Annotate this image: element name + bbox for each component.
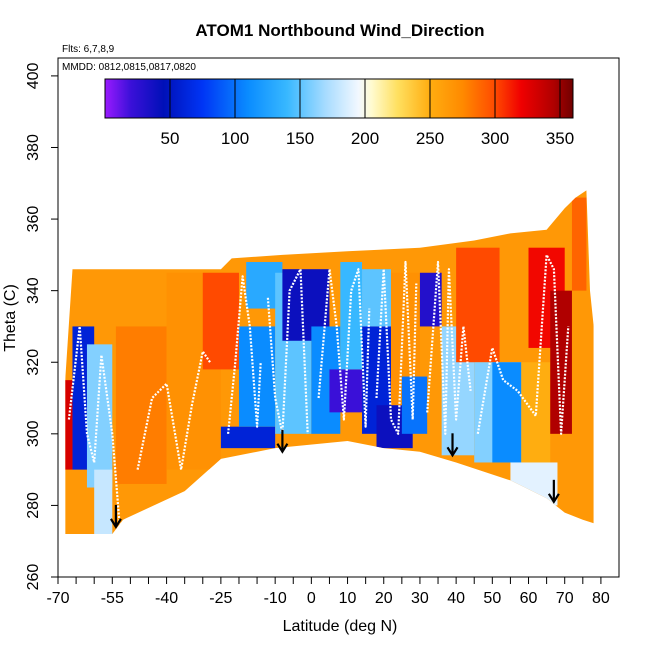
y-tick-label: 380	[25, 134, 42, 161]
x-tick-label: 0	[307, 590, 316, 607]
colorbar-tick-label: 250	[416, 129, 444, 148]
y-tick-label: 280	[25, 492, 42, 519]
x-tick-label: 80	[592, 590, 610, 607]
arrow-head	[446, 446, 459, 458]
flights-annotation: Flts: 6,7,8,9	[62, 44, 115, 55]
field-region	[362, 269, 391, 327]
arrow-head	[547, 493, 560, 504]
x-tick-label: 60	[520, 590, 538, 607]
colorbar-tick-label: 300	[481, 129, 509, 148]
chart-title: ATOM1 Northbound Wind_Direction	[195, 21, 484, 40]
field-region	[550, 290, 572, 434]
flight-trace	[426, 260, 472, 435]
y-tick-label: 360	[25, 206, 42, 233]
field-region	[492, 362, 522, 463]
x-tick-label: -40	[155, 590, 178, 607]
y-axis-label: Theta (C)	[2, 284, 19, 352]
colorbar	[104, 78, 574, 119]
flight-trace	[227, 275, 262, 434]
x-tick-label: 70	[556, 590, 574, 607]
colorbar-tick-label: 200	[351, 129, 379, 148]
x-tick-label: 10	[339, 590, 357, 607]
y-tick-label: 300	[25, 420, 42, 447]
field-region	[456, 247, 500, 363]
field-fill	[65, 190, 594, 534]
arrow-head	[109, 518, 122, 529]
x-axis: -70 -55 -40 -25 -10 0 10 20 30 40 50 60 70 80	[46, 577, 610, 607]
arrow-head	[276, 443, 289, 454]
field-region	[115, 326, 167, 484]
date-annotation: MMDD: 0812,0815,0817,0820	[62, 62, 196, 73]
y-axis: 260 280 300 320 340 360 380 400	[25, 62, 58, 590]
x-tick-label: 30	[411, 590, 429, 607]
arrow-layer	[109, 429, 560, 529]
x-tick-label: -55	[101, 590, 124, 607]
colorbar-tick-label: 100	[221, 129, 249, 148]
field-region	[571, 197, 587, 291]
flight-trace	[476, 253, 570, 435]
y-tick-label: 260	[25, 564, 42, 591]
flight-trace	[317, 268, 371, 428]
field-region	[510, 462, 558, 506]
flight-trace	[375, 260, 418, 435]
x-tick-label: 20	[375, 590, 393, 607]
y-tick-label: 340	[25, 277, 42, 304]
colorbar-tick-label: 350	[546, 129, 574, 148]
field-region	[220, 426, 276, 449]
wind-direction-field	[65, 190, 594, 534]
y-tick-label: 400	[25, 62, 42, 89]
field-region	[521, 362, 551, 463]
flight-trace-layer	[67, 253, 570, 524]
field-region	[86, 344, 113, 488]
plot-frame	[57, 57, 620, 578]
x-axis-label: Latitude (deg N)	[283, 618, 398, 635]
colorbar-ticks: 50 100 150 200 250 300 350	[161, 79, 574, 148]
colorbar-tick-label: 50	[161, 129, 180, 148]
field-region	[65, 380, 73, 470]
x-tick-label: 50	[483, 590, 501, 607]
field-region	[340, 262, 363, 370]
field-region	[94, 469, 113, 534]
flight-trace	[67, 325, 121, 524]
field-region	[202, 272, 239, 370]
x-tick-label: 40	[447, 590, 465, 607]
x-tick-label: -70	[46, 590, 69, 607]
colorbar-tick-label: 150	[286, 129, 314, 148]
x-tick-label: -10	[264, 590, 287, 607]
x-tick-label: -25	[209, 590, 232, 607]
y-tick-label: 320	[25, 349, 42, 376]
